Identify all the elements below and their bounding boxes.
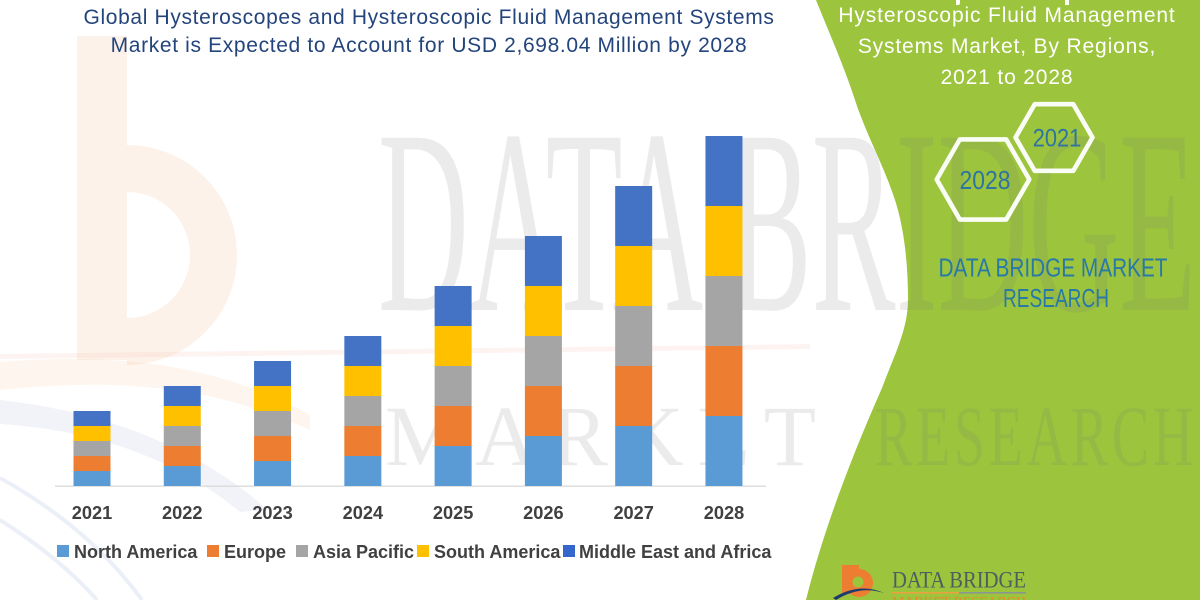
svg-text:DATA BRIDGE: DATA BRIDGE [378, 76, 1196, 367]
svg-text:MARKET RESEARCH: MARKET RESEARCH [892, 595, 1026, 600]
svg-text:DATA BRIDGE MARKET: DATA BRIDGE MARKET [939, 255, 1168, 283]
svg-text:2021: 2021 [1033, 125, 1082, 153]
svg-text:DATA BRIDGE: DATA BRIDGE [892, 568, 1026, 593]
svg-text:RESEARCH: RESEARCH [875, 388, 1197, 484]
svg-text:2028: 2028 [960, 167, 1011, 195]
svg-text:RESEARCH: RESEARCH [1003, 285, 1109, 313]
